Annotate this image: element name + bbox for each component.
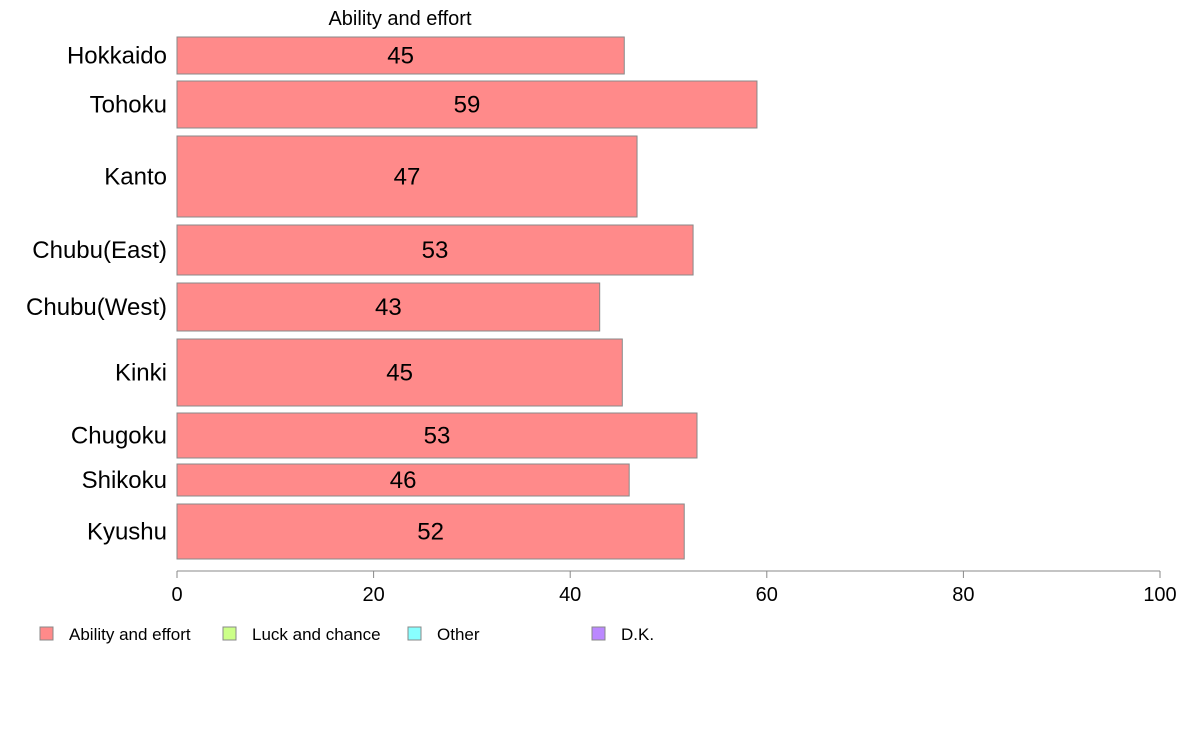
bar-tohoku: [176, 80, 758, 129]
bar-chugoku: [176, 412, 698, 459]
category-label: Chugoku: [71, 423, 167, 450]
bar-kanto: [176, 135, 638, 218]
legend-label: D.K.: [621, 625, 654, 644]
category-label: Kinki: [115, 360, 167, 387]
category-label: Shikoku: [82, 467, 167, 494]
legend-label: Other: [437, 625, 480, 644]
category-label: Kyushu: [87, 519, 167, 546]
legend-label: Luck and chance: [252, 625, 381, 644]
x-tick-label: 0: [171, 584, 182, 606]
x-tick-label: 60: [756, 584, 778, 606]
x-tick-label: 100: [1143, 584, 1176, 606]
category-label: Hokkaido: [67, 43, 167, 70]
bar-shikoku: [176, 463, 630, 497]
value-label: 53: [422, 237, 449, 264]
value-label: 46: [390, 467, 417, 494]
legend-swatch: [222, 626, 237, 641]
category-label: Tohoku: [90, 92, 167, 119]
bar-chubu-west: [176, 282, 601, 332]
value-label: 53: [424, 423, 451, 450]
value-label: 59: [454, 92, 481, 119]
x-axis: 0 20 40 60 80 100: [171, 570, 1177, 606]
value-label: 45: [387, 43, 414, 70]
value-label: 43: [375, 294, 402, 321]
legend-swatch: [591, 626, 606, 641]
value-label: 47: [394, 164, 421, 191]
bar-kyushu: [176, 503, 685, 560]
legend: Ability and effort Luck and chance Other D.…: [39, 625, 654, 644]
value-label: 45: [386, 360, 413, 387]
x-tick-label: 40: [559, 584, 581, 606]
x-tick-label: 80: [952, 584, 974, 606]
category-label: Chubu(East): [32, 237, 167, 264]
bars-group: Hokkaido 45 Tohoku 59 Kanto 47 Chubu(East) 53 Ch…: [26, 36, 758, 560]
x-tick-label: 20: [362, 584, 384, 606]
category-label: Chubu(West): [26, 294, 167, 321]
value-label: 52: [417, 519, 444, 546]
legend-swatch: [39, 626, 54, 641]
bar-chubu-east: [176, 224, 694, 276]
chart-title: Ability and effort: [328, 8, 471, 30]
bar-hokkaido: [176, 36, 625, 75]
legend-swatch: [407, 626, 422, 641]
bar-kinki: [176, 338, 623, 407]
legend-label: Ability and effort: [69, 625, 191, 644]
category-label: Kanto: [104, 164, 167, 191]
